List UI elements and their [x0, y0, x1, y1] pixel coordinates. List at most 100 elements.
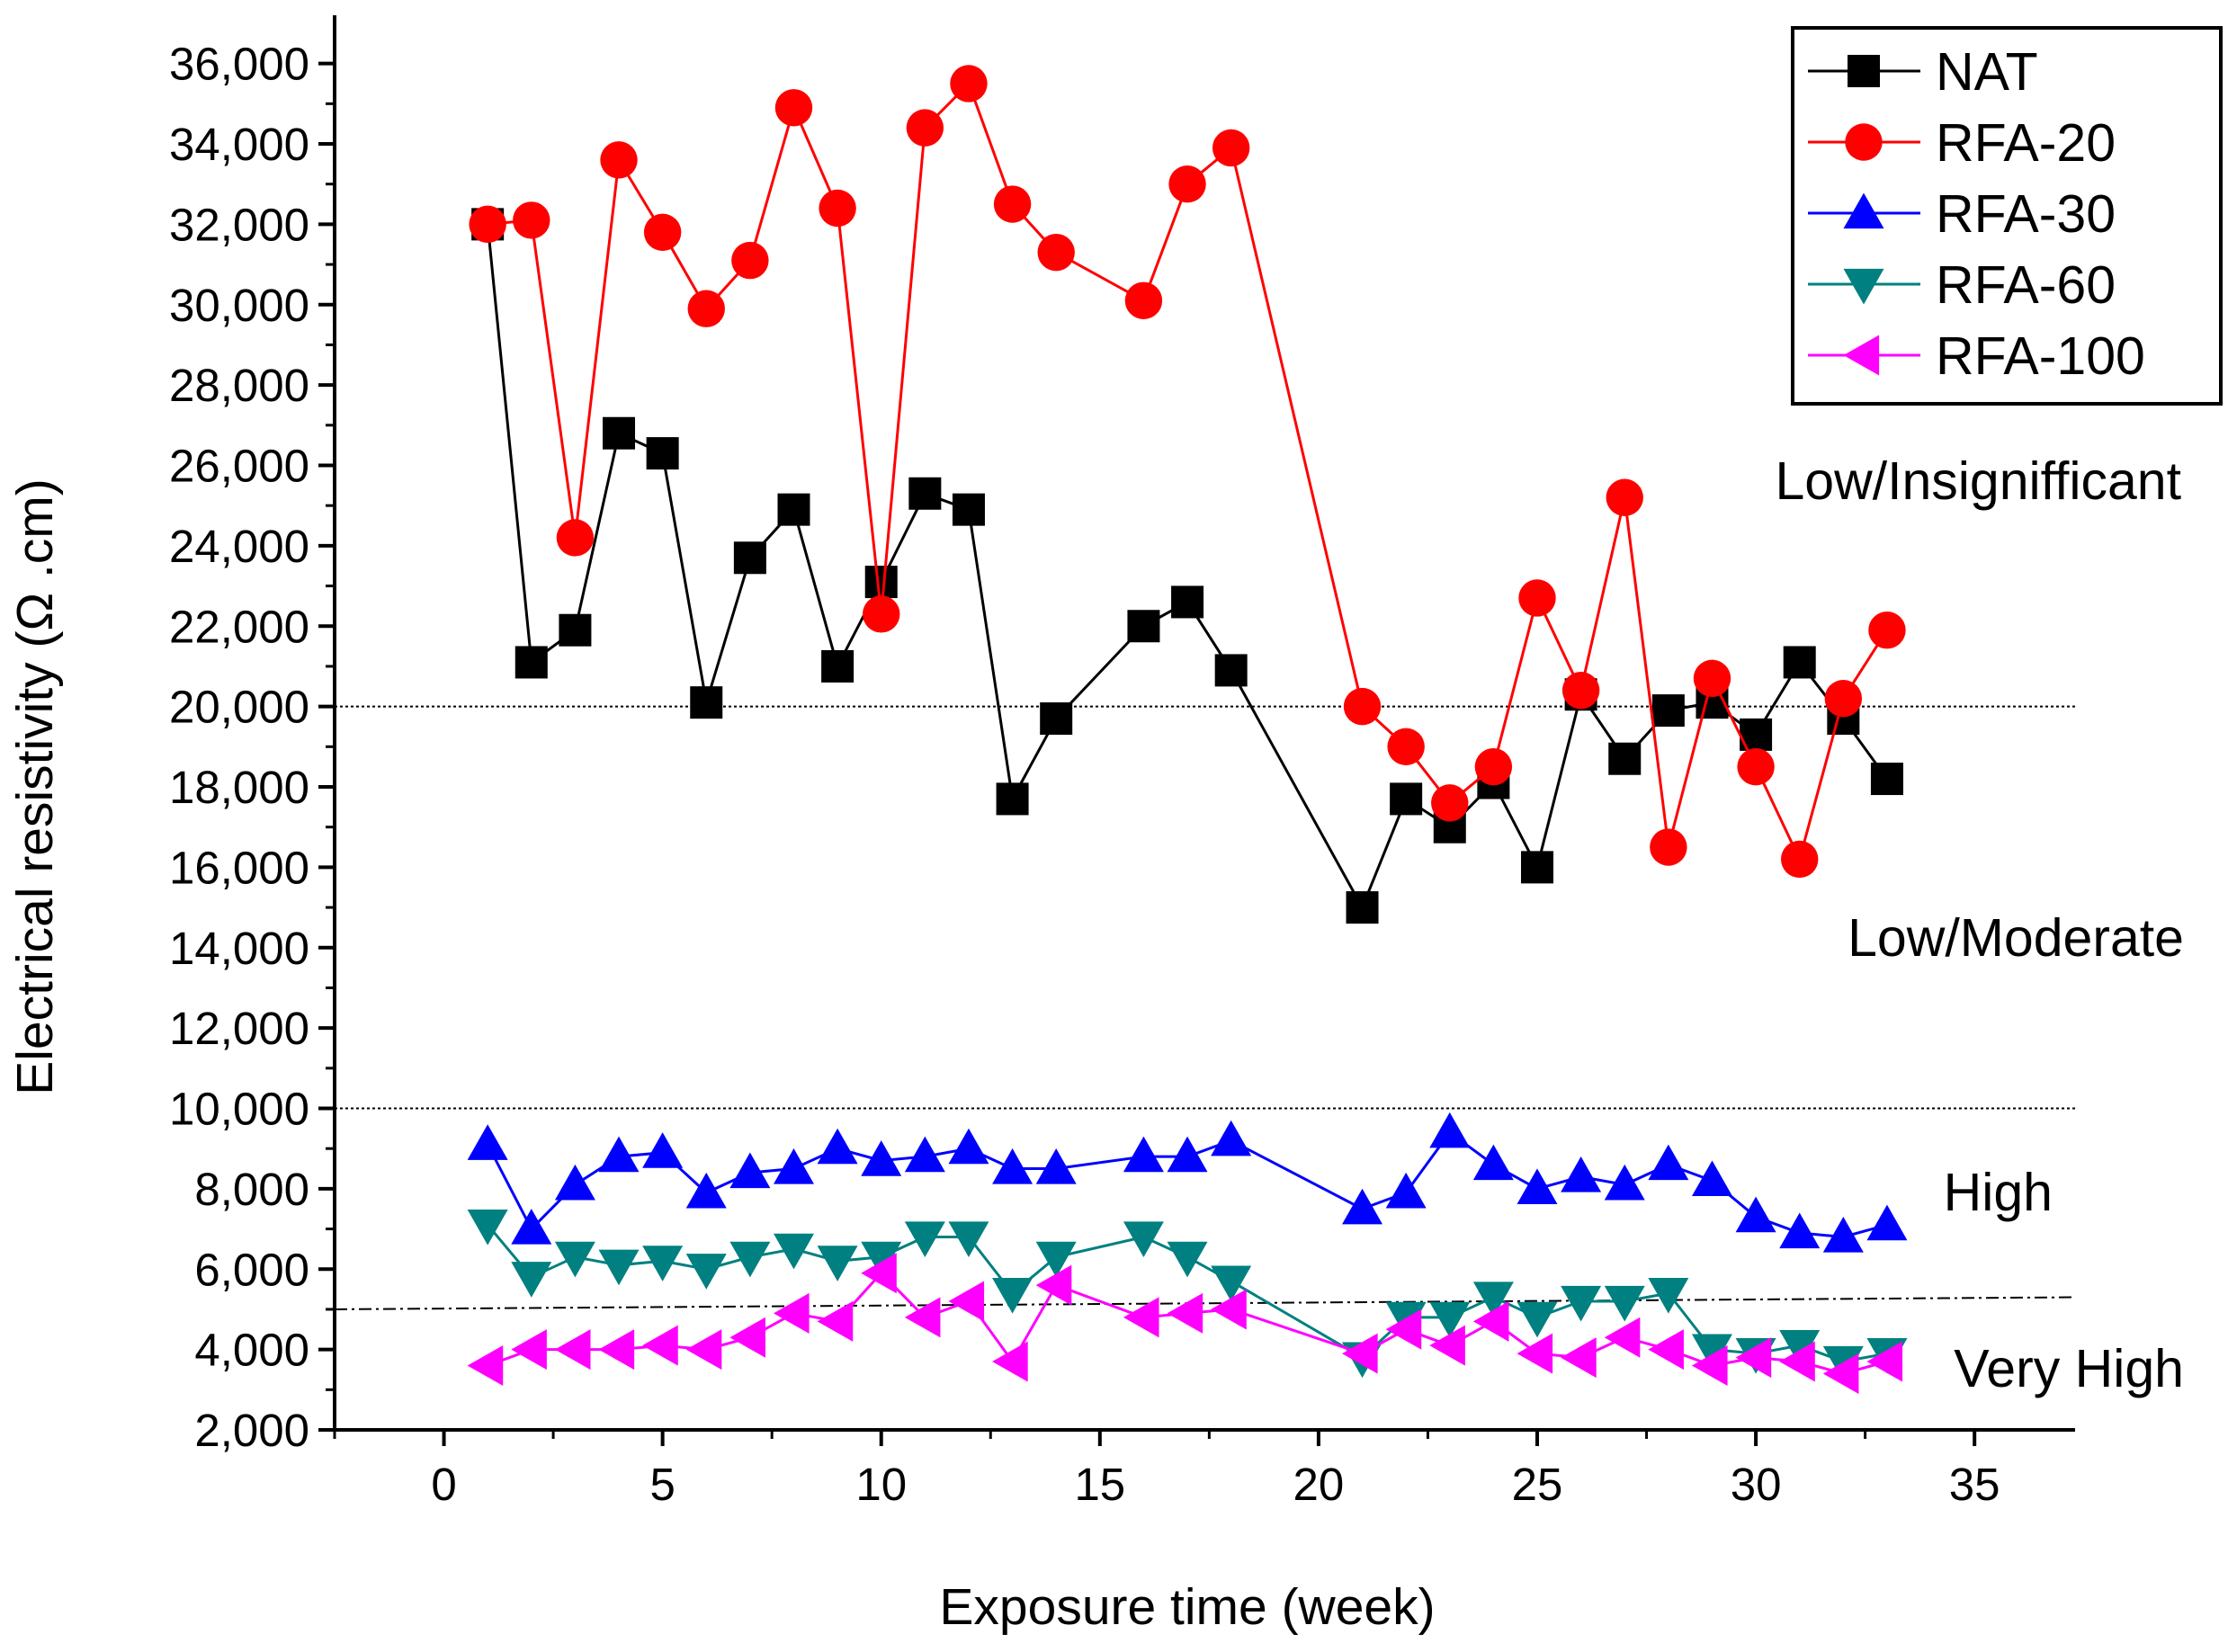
data-point	[1866, 1341, 1903, 1382]
data-point	[996, 782, 1029, 816]
data-point	[685, 1254, 727, 1290]
x-tick-label: 10	[855, 1459, 907, 1510]
data-point	[904, 1297, 941, 1338]
y-axis-title: Electrical resistivity (Ω .cm)	[6, 478, 64, 1094]
data-point	[1604, 1317, 1641, 1358]
data-point	[1429, 1325, 1465, 1366]
x-axis-title: Exposure time (week)	[939, 1578, 1435, 1636]
data-point	[1035, 1241, 1077, 1278]
data-point	[1737, 747, 1775, 786]
x-axis: 0 5 10 15 20 25 30 35	[333, 1430, 2000, 1510]
data-point	[1214, 654, 1248, 687]
zone-label-low-insignificant: Low/Insignifficant	[1775, 451, 2181, 511]
data-point	[992, 1341, 1028, 1382]
data-point	[687, 290, 725, 327]
series-line	[486, 224, 1889, 911]
legend-label: RFA-30	[1936, 184, 2116, 244]
data-point	[559, 613, 592, 647]
data-point	[467, 1345, 504, 1386]
data-point	[1779, 1330, 1821, 1366]
y-tick-label: 12,000	[169, 1003, 309, 1054]
data-point	[1517, 1301, 1558, 1338]
x-tick-label: 5	[649, 1459, 675, 1510]
data-point	[1651, 694, 1685, 728]
data-point	[1779, 1341, 1815, 1382]
data-point	[1431, 784, 1469, 822]
x-tick-label: 25	[1512, 1459, 1563, 1510]
data-point	[1604, 1285, 1645, 1322]
y-tick-label: 14,000	[169, 923, 309, 974]
data-point	[1735, 1196, 1776, 1233]
data-point	[1561, 1156, 1602, 1192]
data-point	[1606, 478, 1643, 516]
data-point	[1561, 1337, 1597, 1379]
data-point	[1040, 702, 1073, 736]
reference-line	[334, 1296, 2076, 1310]
data-point	[556, 519, 595, 557]
data-point	[1167, 1292, 1203, 1334]
data-point	[861, 1140, 902, 1176]
data-point	[1385, 1308, 1422, 1350]
data-point	[1518, 579, 1556, 617]
data-point	[1167, 1241, 1208, 1278]
data-point	[1691, 1345, 1728, 1386]
data-point	[685, 1329, 722, 1371]
y-tick-label: 10,000	[169, 1084, 309, 1135]
data-point	[467, 1209, 508, 1246]
data-point	[1517, 1333, 1553, 1374]
data-point	[685, 1172, 727, 1209]
data-point	[777, 493, 810, 526]
data-point	[1648, 1277, 1689, 1314]
data-point	[729, 1152, 771, 1189]
data-point	[1822, 1217, 1864, 1253]
data-point	[1211, 1120, 1252, 1156]
series-nat	[471, 208, 1903, 924]
y-tick-label: 24,000	[169, 521, 309, 572]
data-point	[1343, 687, 1382, 726]
data-point	[993, 185, 1032, 223]
y-tick-label: 36,000	[169, 39, 309, 90]
data-point	[1691, 1334, 1732, 1371]
legend-item-nat: NAT	[1808, 42, 2038, 102]
data-point	[904, 1136, 945, 1173]
data-point	[467, 1124, 508, 1160]
y-axis: 2,000 4,000 6,000 8,000 10,000 12,000 14,000 16…	[169, 39, 335, 1456]
data-point	[908, 477, 942, 510]
data-point	[1123, 1136, 1164, 1173]
y-tick-label: 2,000	[194, 1405, 309, 1456]
data-point	[1822, 1353, 1859, 1394]
data-point	[511, 1262, 552, 1298]
y-tick-label: 18,000	[169, 762, 309, 813]
y-tick-label: 26,000	[169, 441, 309, 492]
data-point	[1387, 728, 1425, 766]
series-layer	[467, 65, 1908, 1394]
data-point	[1848, 55, 1880, 87]
data-point	[554, 1329, 591, 1371]
data-point	[861, 1253, 897, 1294]
data-point	[598, 1329, 635, 1371]
data-point	[773, 1148, 814, 1184]
data-point	[774, 89, 813, 127]
data-point	[469, 205, 506, 244]
data-point	[773, 1292, 810, 1334]
data-point	[642, 1325, 678, 1366]
data-point	[1472, 1281, 1514, 1318]
data-point	[554, 1241, 595, 1278]
data-point	[1650, 828, 1687, 866]
data-point	[773, 1233, 814, 1270]
data-point	[731, 241, 769, 280]
data-point	[906, 109, 944, 147]
data-point	[729, 1317, 765, 1358]
data-point	[821, 649, 855, 683]
x-tick-label: 20	[1293, 1459, 1345, 1510]
data-point	[1693, 659, 1731, 698]
data-point	[1385, 1172, 1427, 1209]
y-tick-label: 20,000	[169, 682, 309, 733]
legend-label: NAT	[1936, 42, 2038, 102]
data-point	[1783, 646, 1816, 679]
y-tick-label: 6,000	[194, 1244, 309, 1295]
series-rfa-100	[467, 1253, 1903, 1394]
data-point	[642, 1246, 684, 1281]
data-point	[600, 141, 638, 179]
series-rfa-60	[467, 1209, 1908, 1382]
